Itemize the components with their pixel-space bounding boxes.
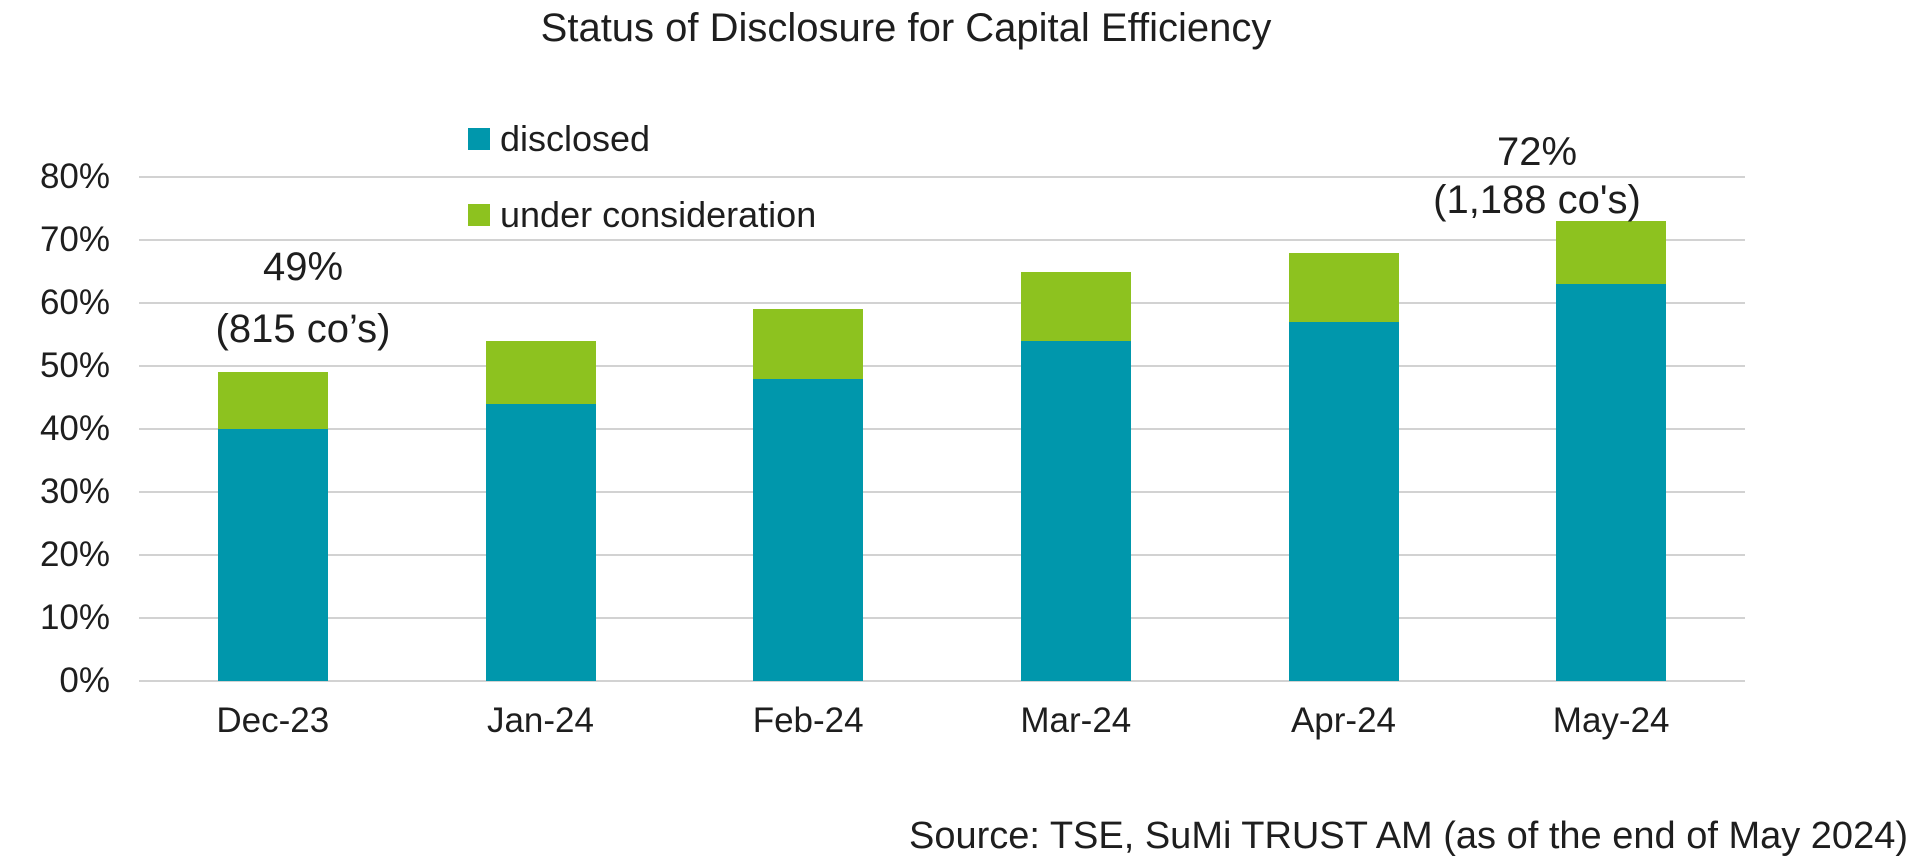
gridline-80pct — [139, 176, 1745, 178]
y-tick-label-20pct: 20% — [39, 535, 110, 574]
legend-item-disclosed: disclosed — [468, 117, 816, 161]
gridline-60pct — [139, 302, 1745, 304]
gridline-0pct — [139, 680, 1745, 682]
x-tick-label-dec-23: Dec-23 — [216, 701, 330, 740]
x-tick-label-apr-24: Apr-24 — [1290, 701, 1397, 740]
y-tick-label-40pct: 40% — [39, 409, 110, 448]
annotation-may24-count: (1,188 co's) — [1433, 178, 1641, 222]
bar-mar-24-under-consideration — [1020, 271, 1131, 341]
x-tick-label-jan-24: Jan-24 — [486, 701, 594, 740]
legend-swatch-disclosed-icon — [468, 128, 490, 150]
gridline-10pct — [139, 617, 1745, 619]
legend-swatch-under-consideration-icon — [468, 204, 490, 226]
y-tick-label-0pct: 0% — [59, 661, 110, 700]
y-tick-label-70pct: 70% — [39, 220, 110, 259]
legend-item-under-consideration: under consideration — [468, 193, 816, 237]
annotation-dec23-percent: 49% — [262, 245, 344, 289]
source-note: Source: TSE, SuMi TRUST AM (as of the en… — [908, 815, 1908, 857]
bar-may-24-under-consideration — [1556, 221, 1667, 285]
gridline-30pct — [139, 491, 1745, 493]
legend: disclosed under consideration — [468, 117, 816, 237]
bar-jan-24-disclosed — [485, 403, 596, 681]
gridline-50pct — [139, 365, 1745, 367]
y-tick-label-30pct: 30% — [39, 472, 110, 511]
bar-mar-24-disclosed — [1020, 340, 1131, 681]
x-tick-label-feb-24: Feb-24 — [752, 701, 864, 740]
bar-jan-24-under-consideration — [485, 340, 596, 404]
bar-feb-24-under-consideration — [753, 309, 864, 379]
gridline-40pct — [139, 428, 1745, 430]
x-tick-label-may-24: May-24 — [1552, 701, 1670, 740]
annotation-may24-percent: 72% — [1496, 130, 1578, 174]
bar-dec-23-disclosed — [217, 429, 328, 681]
annotation-dec23-count: (815 co’s) — [215, 307, 391, 351]
gridline-70pct — [139, 239, 1745, 241]
y-tick-label-50pct: 50% — [39, 346, 110, 385]
gridline-20pct — [139, 554, 1745, 556]
bar-dec-23-under-consideration — [217, 372, 328, 429]
y-tick-label-80pct: 80% — [39, 157, 110, 196]
bar-feb-24-disclosed — [753, 378, 864, 681]
legend-label-disclosed: disclosed — [500, 118, 651, 159]
y-tick-label-60pct: 60% — [39, 283, 110, 322]
x-tick-label-mar-24: Mar-24 — [1020, 701, 1132, 740]
chart-title: Status of Disclosure for Capital Efficie… — [540, 6, 1272, 50]
legend-label-under-consideration: under consideration — [500, 194, 817, 235]
bar-apr-24-under-consideration — [1288, 252, 1399, 322]
bar-may-24-disclosed — [1556, 284, 1667, 681]
y-tick-label-10pct: 10% — [39, 598, 110, 637]
bar-apr-24-disclosed — [1288, 321, 1399, 681]
